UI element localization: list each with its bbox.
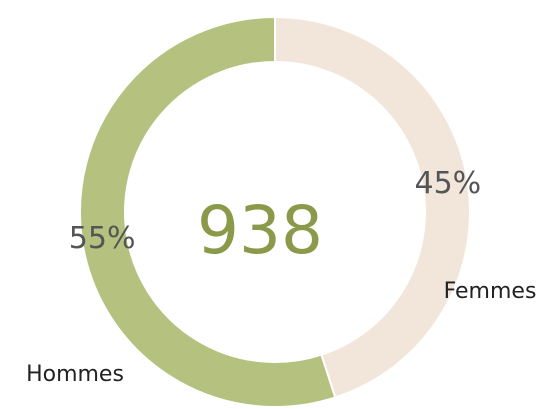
- value-label: 45%: [415, 166, 482, 201]
- category-label: Femmes: [444, 279, 537, 304]
- category-label: Hommes: [26, 362, 124, 387]
- value-label: 55%: [69, 221, 136, 256]
- donut-segment: [79, 15, 337, 408]
- center-total: 938: [197, 192, 323, 269]
- donut-segment: [274, 15, 471, 399]
